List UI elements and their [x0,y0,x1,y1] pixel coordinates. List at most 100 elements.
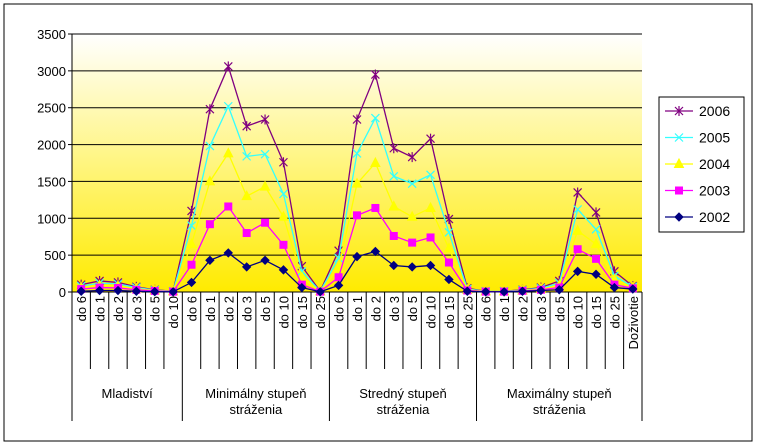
data-point [187,260,196,269]
category-label: do 5 [552,296,567,321]
data-point [204,175,216,186]
category-label: do 15 [442,296,457,329]
data-point [389,171,399,181]
data-point [334,273,343,282]
category-label: do 5 [148,296,163,321]
data-point [674,133,684,142]
data-point-stroke [279,189,288,199]
data-point [187,221,196,231]
data-point [223,101,233,111]
category-label: do 5 [405,296,420,321]
data-point [444,258,453,267]
data-point-stroke [426,170,435,180]
data-point [573,205,583,214]
data-point [554,285,564,295]
data-point-stroke [370,113,380,123]
data-point-stroke [407,179,417,189]
category-labels: do 6 do 1 do 2 do 3 do 5 do 10 do 6 do 1 do 2 do … [71,292,643,421]
data-point [205,104,215,115]
category-label: do 10 [424,296,439,329]
series-2002 [76,246,638,297]
y-tick-label: 500 [44,248,66,263]
data-point [351,177,363,188]
category-label: do 1 [497,296,512,321]
data-point [94,285,105,296]
legend-item-2005: 2005 [665,130,730,146]
data-point [572,266,583,277]
category-label: do 15 [295,296,310,329]
group-label: Stredný stupeň stráženia [359,386,446,417]
axes: 0 500 1000 1500 2000 2500 3000 3500 [37,27,642,300]
data-point [572,224,583,235]
category-label: do 6 [332,296,347,321]
data-point [371,203,380,212]
data-point [168,287,178,297]
data-point [223,248,233,258]
category-label: do 3 [534,296,549,321]
data-point [590,238,602,249]
data-point [222,147,234,158]
data-point [352,251,362,262]
data-point [131,286,142,296]
data-point [628,284,638,294]
plot-area [72,34,642,292]
data-point-stroke [187,221,196,231]
category-label: do 2 [111,296,126,321]
data-point [352,148,362,158]
data-point-stroke [242,151,252,161]
legend-item-2004: 2004 [665,156,730,172]
y-tick-label: 0 [59,285,66,300]
data-point [370,246,381,257]
category-label: Doživotie [626,296,641,349]
data-point [278,265,289,275]
data-point [408,238,417,247]
data-point-stroke [205,141,215,151]
data-point [76,286,86,296]
data-point [591,224,601,234]
data-point [536,285,546,296]
data-point [673,157,685,168]
legend-item-2003: 2003 [665,183,730,199]
category-label: do 2 [515,296,530,321]
data-point [407,179,417,189]
legend-label: 2002 [699,209,730,225]
data-point [444,227,454,237]
data-point [517,286,528,296]
data-point-stroke [573,205,583,214]
data-point [591,269,601,280]
data-point [352,114,362,125]
data-point [407,262,417,272]
category-label: do 6 [479,296,494,321]
data-point-stroke [223,101,233,111]
y-tick-label: 3500 [37,27,66,42]
data-point [259,180,271,191]
data-point [591,207,601,218]
data-point [205,255,215,266]
data-point [315,287,325,297]
data-point [443,242,455,253]
data-point [389,260,399,271]
data-point-stroke [674,133,684,142]
data-point [444,274,454,285]
category-label: do 25 [460,296,475,329]
category-label: do 15 [589,296,604,329]
category-label: do 10 [571,296,586,329]
category-label: do 5 [258,296,273,321]
data-point [261,218,270,227]
category-label: do 10 [276,296,291,329]
data-point [279,240,288,249]
legend-label: 2004 [699,156,730,172]
data-point [407,152,417,163]
legend-label: 2006 [699,103,730,119]
data-point-stroke [591,224,601,234]
category-label: do 1 [350,296,365,321]
data-point [573,187,583,198]
category-label: do 6 [74,296,89,321]
data-point [279,157,288,168]
data-point [426,170,435,180]
data-point [389,231,398,240]
data-point [205,220,214,229]
data-point [370,113,380,123]
data-point [592,254,601,263]
